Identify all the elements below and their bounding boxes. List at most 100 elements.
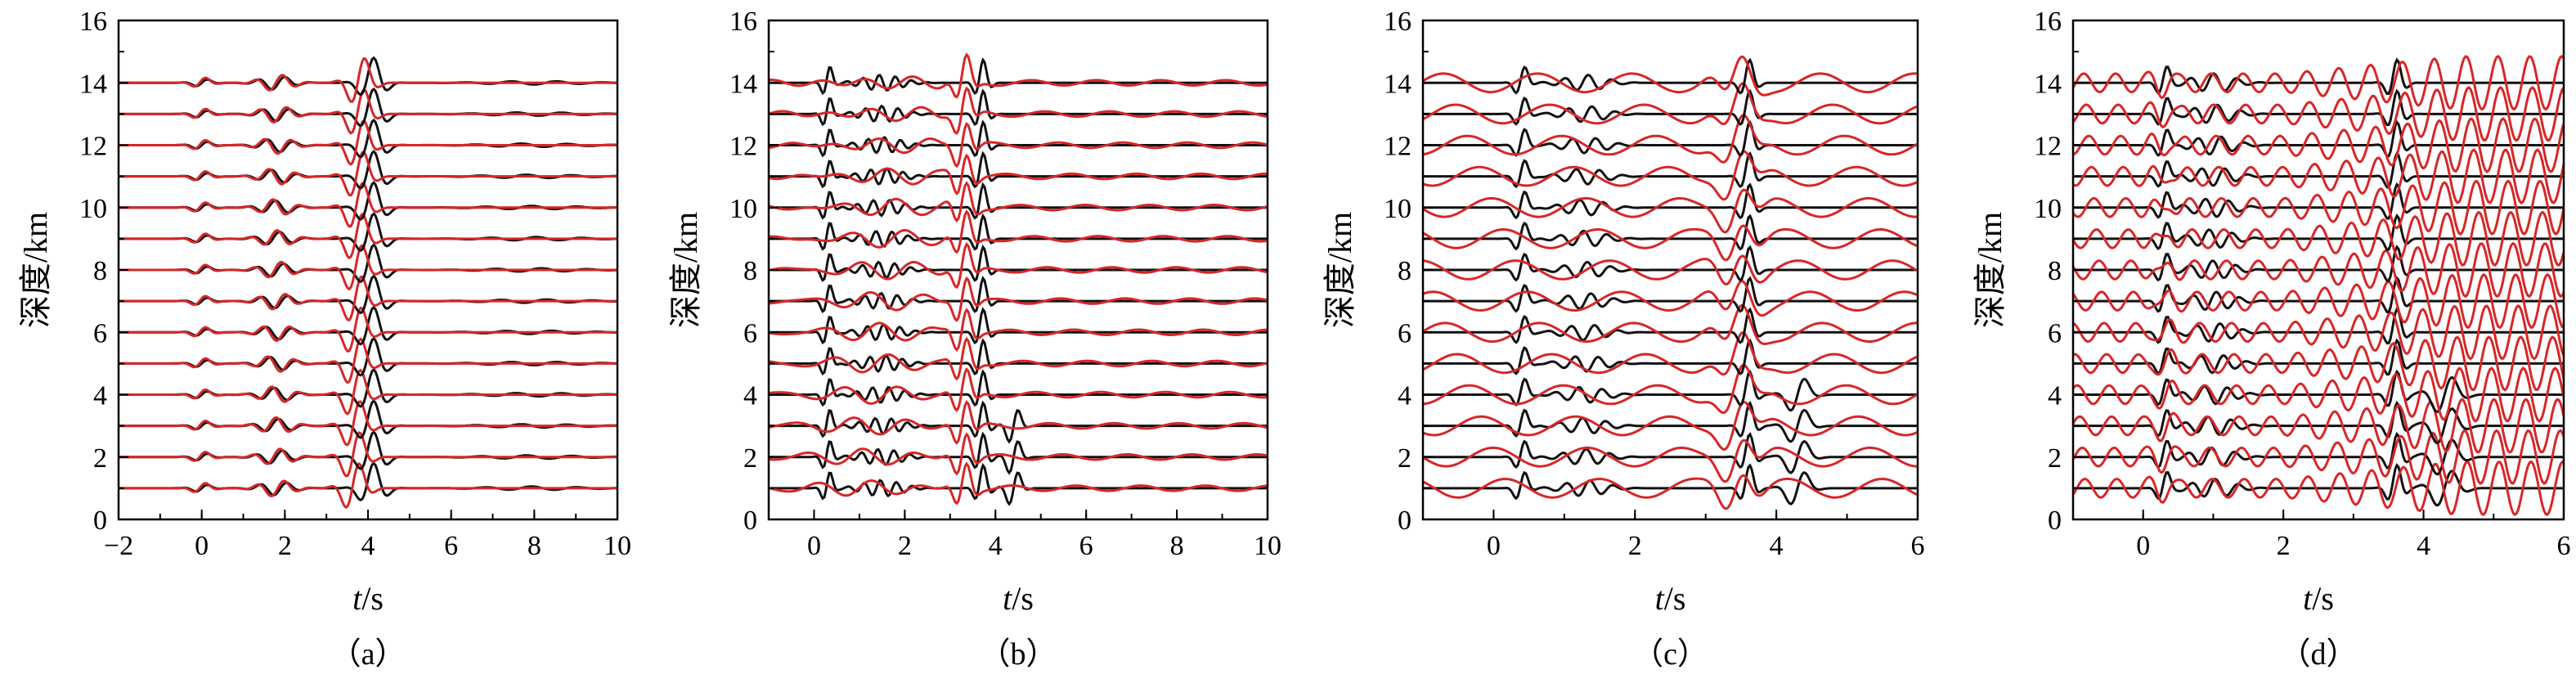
observed-trace <box>2073 119 2564 158</box>
synthetic-trace <box>769 461 1268 506</box>
x-tick-label: 6 <box>1079 531 1093 561</box>
y-tick-label: 10 <box>729 194 757 224</box>
synthetic-trace <box>119 306 617 353</box>
synthetic-trace <box>2073 179 2564 236</box>
x-tick-label: 4 <box>2417 531 2430 561</box>
y-tick-label: 8 <box>93 256 107 286</box>
synthetic-trace <box>2073 55 2564 111</box>
x-axis-label-unit: /s <box>2312 580 2334 617</box>
synthetic-trace <box>119 337 617 384</box>
y-tick-label: 0 <box>2048 506 2062 536</box>
synthetic-trace <box>769 400 1268 445</box>
synthetic-trace <box>769 86 1268 135</box>
synthetic-trace <box>2073 460 2564 517</box>
y-tick-label: 12 <box>729 132 757 162</box>
synthetic-trace <box>119 244 617 291</box>
x-tick-label: 6 <box>444 531 458 561</box>
y-axis-label: 深度/km <box>1972 212 2008 328</box>
y-tick-label: 10 <box>1384 194 1411 224</box>
synthetic-trace <box>2073 117 2564 173</box>
y-tick-label: 16 <box>79 7 107 37</box>
x-tick-label: 2 <box>898 531 912 561</box>
synthetic-trace <box>769 336 1268 381</box>
x-axis-label-unit: /s <box>1012 580 1034 617</box>
synthetic-trace <box>769 52 1268 99</box>
synthetic-trace <box>1423 331 1918 376</box>
synthetic-trace <box>769 209 1268 254</box>
x-tick-label: 0 <box>807 531 821 561</box>
observed-trace <box>1423 307 1917 344</box>
y-tick-label: 8 <box>2048 256 2062 286</box>
synthetic-trace <box>769 242 1268 290</box>
synthetic-trace <box>2073 148 2564 204</box>
synthetic-trace <box>1423 55 1918 97</box>
observed-trace <box>1423 213 1917 251</box>
observed-trace <box>769 400 1268 444</box>
observed-trace <box>2073 182 2564 220</box>
y-tick-label: 4 <box>1398 381 1411 411</box>
synthetic-trace <box>2073 86 2564 142</box>
observed-trace <box>1423 339 1917 375</box>
synthetic-trace <box>119 88 617 135</box>
x-tick-label: 4 <box>989 531 1003 561</box>
observed-trace <box>2073 369 2564 414</box>
synthetic-trace <box>1423 474 1918 510</box>
synthetic-trace <box>2073 304 2564 361</box>
observed-trace <box>769 431 1268 475</box>
synthetic-trace <box>1423 113 1918 164</box>
x-tick-label: 10 <box>1254 531 1281 561</box>
observed-trace <box>769 119 1268 158</box>
y-tick-label: 10 <box>79 194 107 224</box>
synthetic-trace <box>2073 241 2564 299</box>
x-tick-label: 2 <box>2277 531 2291 561</box>
y-tick-label: 14 <box>79 69 107 99</box>
x-axis-label-symbol: t <box>1655 580 1665 617</box>
panel-caption: （b） <box>979 637 1057 672</box>
observed-trace <box>2073 57 2564 96</box>
observed-trace <box>2073 245 2564 282</box>
observed-trace <box>1423 432 1917 474</box>
observed-trace <box>119 150 617 190</box>
synthetic-trace <box>1423 150 1918 201</box>
y-tick-label: 4 <box>743 381 757 411</box>
synthetic-trace <box>769 432 1268 476</box>
y-tick-label: 0 <box>743 506 757 536</box>
observed-trace <box>119 87 617 128</box>
x-tick-label: 6 <box>1911 531 1925 561</box>
y-tick-label: 6 <box>93 318 107 348</box>
y-tick-label: 2 <box>743 443 757 474</box>
observed-trace <box>1423 463 1917 506</box>
observed-trace <box>119 118 617 159</box>
observed-trace <box>1423 89 1917 126</box>
synthetic-trace <box>2073 398 2564 454</box>
y-tick-label: 16 <box>2034 7 2062 37</box>
observed-trace <box>119 56 617 97</box>
y-tick-label: 2 <box>1398 443 1411 474</box>
observed-trace <box>1423 120 1917 157</box>
x-axis-label: t/s <box>2303 580 2334 617</box>
x-axis-label-unit: /s <box>1664 580 1686 617</box>
synthetic-trace <box>119 275 617 322</box>
observed-trace <box>2073 213 2564 251</box>
x-tick-label: 2 <box>1628 531 1642 561</box>
synthetic-trace <box>2073 335 2564 392</box>
synthetic-trace <box>119 461 617 510</box>
synthetic-trace <box>119 400 617 447</box>
panel-b: 0 2 4 6 8 10 12 14 16 0 2 4 6 8 10 深度/km t/s （b） <box>667 7 1281 672</box>
synthetic-trace <box>2073 429 2564 486</box>
x-tick-label: 0 <box>2136 531 2150 561</box>
y-tick-label: 14 <box>729 69 757 99</box>
traces <box>119 56 617 510</box>
synthetic-trace <box>2073 210 2564 267</box>
y-tick-label: 8 <box>743 256 757 286</box>
y-axis-label: 深度/km <box>1322 212 1358 328</box>
observed-trace <box>769 307 1268 344</box>
synthetic-trace <box>119 182 617 228</box>
x-axis-label-symbol: t <box>2303 580 2313 617</box>
y-tick-label: 16 <box>729 7 757 37</box>
synthetic-trace <box>769 181 1268 222</box>
observed-trace <box>119 367 617 408</box>
observed-trace <box>1423 245 1917 282</box>
